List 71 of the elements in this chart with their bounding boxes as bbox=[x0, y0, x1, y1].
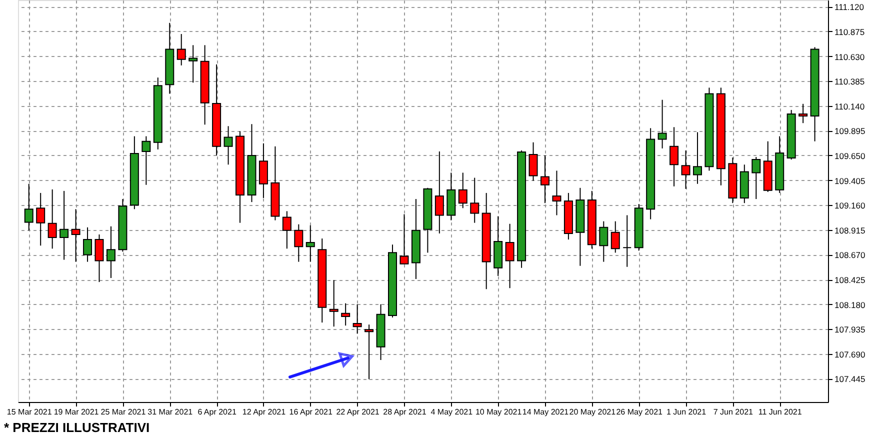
x-tick-label: 25 Mar 2021 bbox=[100, 408, 146, 416]
x-tick-label: 20 May 2021 bbox=[569, 408, 616, 416]
y-tick-label: 110.875 bbox=[834, 26, 865, 37]
candlestick bbox=[106, 226, 116, 278]
candlestick bbox=[71, 208, 80, 262]
x-tick-label: 26 May 2021 bbox=[616, 408, 664, 416]
y-tick-label: 111.120 bbox=[834, 2, 864, 12]
candlestick bbox=[434, 150, 444, 234]
x-tick-label: 19 Mar 2021 bbox=[54, 408, 100, 416]
y-tick-label: 109.650 bbox=[834, 150, 866, 161]
candlestick bbox=[540, 154, 550, 204]
candlestick bbox=[48, 188, 57, 250]
candlestick bbox=[352, 304, 362, 334]
y-tick-label: 108.915 bbox=[834, 225, 866, 236]
candlestick bbox=[528, 142, 538, 182]
x-tick-label: 31 Mar 2021 bbox=[148, 408, 194, 416]
text: * PREZZI ILLUSTRATIVI bbox=[4, 420, 150, 435]
y-tick-label: 109.160 bbox=[834, 200, 866, 211]
candlestick bbox=[752, 156, 761, 200]
candlestick bbox=[294, 224, 304, 262]
x-tick-label: 6 Apr 2021 bbox=[198, 408, 237, 416]
x-tick-label: 10 May 2021 bbox=[475, 408, 522, 416]
candlestick bbox=[681, 150, 690, 190]
x-tick-label: 1 Jun 2021 bbox=[666, 408, 707, 416]
y-tick-label: 110.385 bbox=[834, 76, 865, 87]
candlestick bbox=[224, 126, 233, 166]
candlestick bbox=[692, 132, 702, 184]
y-tick-label: 108.425 bbox=[834, 275, 866, 286]
candlestick bbox=[83, 226, 92, 262]
x-tick-label: 4 May 2021 bbox=[430, 408, 474, 416]
candlestick bbox=[552, 170, 562, 216]
y-tick-label: 109.895 bbox=[834, 126, 866, 136]
y-tick-label: 107.445 bbox=[834, 374, 866, 384]
y-tick-label: 110.630 bbox=[834, 52, 865, 62]
candlestick bbox=[282, 210, 292, 250]
candlestick bbox=[798, 103, 808, 124]
candlestick bbox=[670, 126, 679, 187]
candlestick bbox=[364, 324, 374, 380]
candlestick bbox=[176, 34, 186, 66]
y-tick-label: 108.180 bbox=[834, 300, 866, 310]
candlestick bbox=[610, 220, 620, 254]
candlestick bbox=[36, 192, 46, 246]
y-tick-label: 110.140 bbox=[834, 101, 865, 112]
y-tick-label: 107.690 bbox=[834, 349, 866, 360]
candlestick bbox=[258, 142, 268, 199]
candlestick bbox=[458, 172, 468, 209]
x-tick-label: 7 Jun 2021 bbox=[713, 408, 754, 416]
candlestick bbox=[94, 234, 104, 283]
candlestick bbox=[329, 280, 338, 328]
candlestick bbox=[470, 177, 480, 224]
candlestick bbox=[188, 44, 198, 84]
x-tick-label: 28 Apr 2021 bbox=[383, 408, 427, 416]
y-tick-label: 109.405 bbox=[834, 176, 866, 186]
candlestick bbox=[599, 220, 608, 262]
x-tick-label: 14 May 2021 bbox=[522, 408, 570, 416]
x-tick-label: 11 Jun 2021 bbox=[758, 408, 802, 416]
x-tick-label: 22 Apr 2021 bbox=[336, 408, 380, 416]
x-tick-label: 15 Mar 2021 bbox=[6, 408, 52, 416]
x-tick-label: 16 Apr 2021 bbox=[289, 408, 334, 416]
candlestick bbox=[658, 99, 667, 149]
candlestick bbox=[622, 214, 632, 268]
y-tick-label: 108.670 bbox=[834, 250, 866, 260]
candlestick bbox=[60, 190, 69, 260]
candlestick bbox=[341, 302, 350, 326]
candlestick bbox=[24, 183, 34, 231]
candlestick bbox=[505, 223, 514, 289]
candlestick bbox=[306, 224, 315, 262]
candlestick bbox=[142, 136, 151, 186]
candlestick bbox=[400, 214, 409, 264]
y-tick-label: 107.935 bbox=[834, 324, 866, 335]
x-tick-label: 12 Apr 2021 bbox=[242, 408, 286, 416]
